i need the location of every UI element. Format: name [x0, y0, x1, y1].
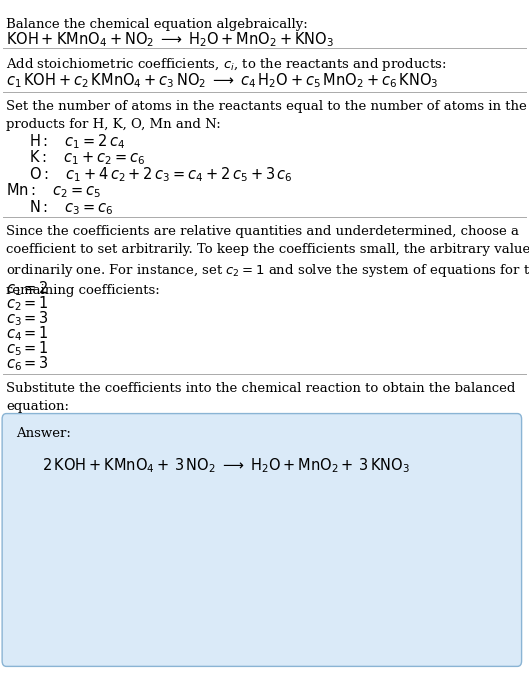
Text: $c_4 = 1$: $c_4 = 1$ [6, 324, 49, 343]
Text: Since the coefficients are relative quantities and underdetermined, choose a
coe: Since the coefficients are relative quan… [6, 225, 529, 297]
Text: $c_1 = 2$: $c_1 = 2$ [6, 279, 49, 297]
Text: $2\,\mathrm{KOH + KMnO_4 +}\, 3\,\mathrm{NO_2} \;\longrightarrow\; \mathrm{H_2O : $2\,\mathrm{KOH + KMnO_4 +}\, 3\,\mathrm… [42, 456, 411, 475]
Text: $c_2 = 1$: $c_2 = 1$ [6, 294, 49, 313]
Text: $c_1\,\mathrm{KOH} + c_2\,\mathrm{KMnO_4} + c_3\,\mathrm{NO_2} \;\longrightarrow: $c_1\,\mathrm{KOH} + c_2\,\mathrm{KMnO_4… [6, 71, 439, 90]
Text: $c_3 = 3$: $c_3 = 3$ [6, 309, 49, 328]
Text: $\mathrm{K:}\quad c_1 + c_2 = c_6$: $\mathrm{K:}\quad c_1 + c_2 = c_6$ [29, 148, 145, 167]
Text: Set the number of atoms in the reactants equal to the number of atoms in the
pro: Set the number of atoms in the reactants… [6, 100, 527, 131]
Text: $\mathrm{O:}\quad c_1 + 4\,c_2 + 2\,c_3 = c_4 + 2\,c_5 + 3\,c_6$: $\mathrm{O:}\quad c_1 + 4\,c_2 + 2\,c_3 … [29, 165, 293, 183]
FancyBboxPatch shape [2, 414, 522, 666]
Text: $c_5 = 1$: $c_5 = 1$ [6, 339, 49, 358]
Text: Substitute the coefficients into the chemical reaction to obtain the balanced
eq: Substitute the coefficients into the che… [6, 382, 516, 413]
Text: Answer:: Answer: [16, 427, 71, 440]
Text: $\mathrm{N:}\quad c_3 = c_6$: $\mathrm{N:}\quad c_3 = c_6$ [29, 198, 114, 216]
Text: $\mathrm{Mn:}\quad c_2 = c_5$: $\mathrm{Mn:}\quad c_2 = c_5$ [6, 181, 102, 200]
Text: Add stoichiometric coefficients, $c_i$, to the reactants and products:: Add stoichiometric coefficients, $c_i$, … [6, 56, 446, 74]
Text: Balance the chemical equation algebraically:: Balance the chemical equation algebraica… [6, 18, 308, 31]
Text: $\mathrm{H:}\quad c_1 = 2\,c_4$: $\mathrm{H:}\quad c_1 = 2\,c_4$ [29, 132, 125, 150]
Text: $\mathrm{KOH + KMnO_4 + NO_2} \;\longrightarrow\; \mathrm{H_2O + MnO_2 + KNO_3}$: $\mathrm{KOH + KMnO_4 + NO_2} \;\longrig… [6, 30, 334, 49]
Text: $c_6 = 3$: $c_6 = 3$ [6, 354, 49, 373]
